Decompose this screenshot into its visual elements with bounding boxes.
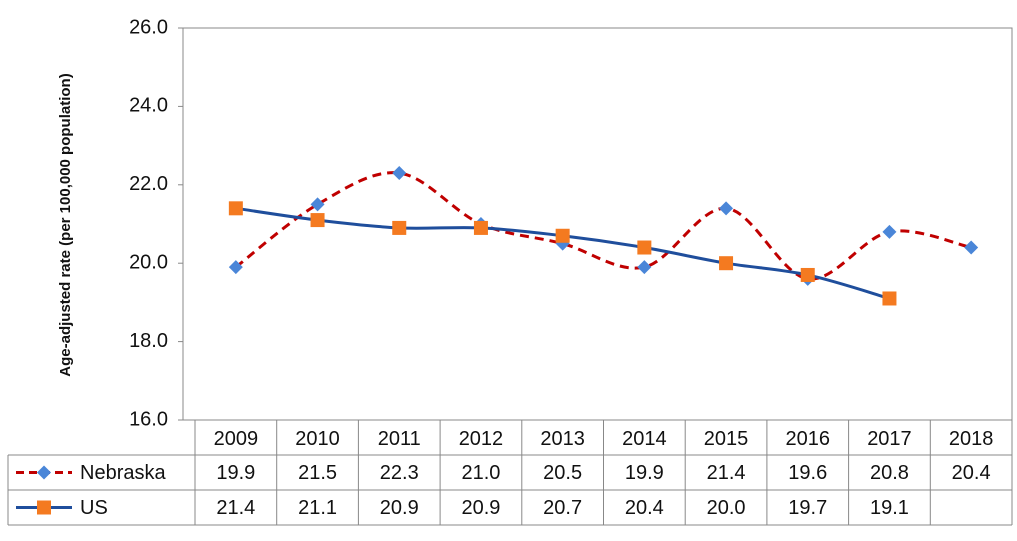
y-tick-label: 24.0 [129, 95, 168, 117]
marker [228, 260, 243, 275]
y-tick-label: 22.0 [129, 173, 168, 195]
marker [637, 240, 652, 255]
table-value: 20.9 [380, 497, 419, 519]
y-axis-label: Age-adjusted rate (per 100,000 populatio… [57, 73, 74, 376]
legend-label: Nebraska [80, 462, 166, 484]
table-value: 21.5 [298, 462, 337, 484]
x-tick-label: 2010 [295, 428, 340, 450]
legend-label: US [80, 497, 108, 519]
marker [964, 240, 979, 255]
table-value: 21.4 [216, 497, 255, 519]
legend-marker [37, 465, 51, 480]
table-value: 20.0 [707, 497, 746, 519]
marker [719, 256, 734, 271]
x-tick-label: 2016 [786, 428, 831, 450]
x-tick-label: 2018 [949, 428, 994, 450]
x-tick-label: 2017 [867, 428, 912, 450]
marker [719, 201, 734, 216]
table-value: 20.7 [543, 497, 582, 519]
table-value: 19.1 [870, 497, 909, 519]
series-line [234, 171, 972, 281]
marker [473, 220, 488, 235]
table-value: 21.4 [707, 462, 746, 484]
marker [310, 213, 325, 228]
x-tick-label: 2015 [704, 428, 749, 450]
marker [882, 224, 897, 239]
x-tick-label: 2013 [540, 428, 585, 450]
plot-area [182, 27, 1013, 421]
table-value: 19.6 [788, 462, 827, 484]
marker [637, 260, 652, 275]
x-tick-label: 2011 [378, 428, 421, 450]
y-tick-label: 18.0 [129, 330, 168, 352]
table-value: 20.4 [952, 462, 991, 484]
y-tick-label: 16.0 [129, 408, 168, 430]
table-value: 21.1 [298, 497, 337, 519]
marker [392, 220, 407, 235]
table-value: 22.3 [380, 462, 419, 484]
table-value: 19.9 [625, 462, 664, 484]
x-tick-label: 2014 [622, 428, 667, 450]
marker [882, 291, 897, 306]
marker [310, 197, 325, 212]
marker [392, 166, 407, 181]
table-value: 20.8 [870, 462, 909, 484]
x-tick-label: 2009 [214, 428, 259, 450]
table-value: 21.0 [461, 462, 500, 484]
table-value: 20.9 [461, 497, 500, 519]
legend-marker [37, 500, 51, 515]
series-line [235, 206, 890, 300]
table-value: 19.9 [216, 462, 255, 484]
marker [228, 201, 243, 216]
y-tick-label: 26.0 [129, 16, 168, 38]
marker [800, 267, 815, 282]
table-value: 20.4 [625, 497, 664, 519]
table-value: 19.7 [788, 497, 827, 519]
marker [555, 228, 570, 243]
x-tick-label: 2012 [459, 428, 504, 450]
table-value: 20.5 [543, 462, 582, 484]
y-tick-label: 20.0 [129, 251, 168, 273]
